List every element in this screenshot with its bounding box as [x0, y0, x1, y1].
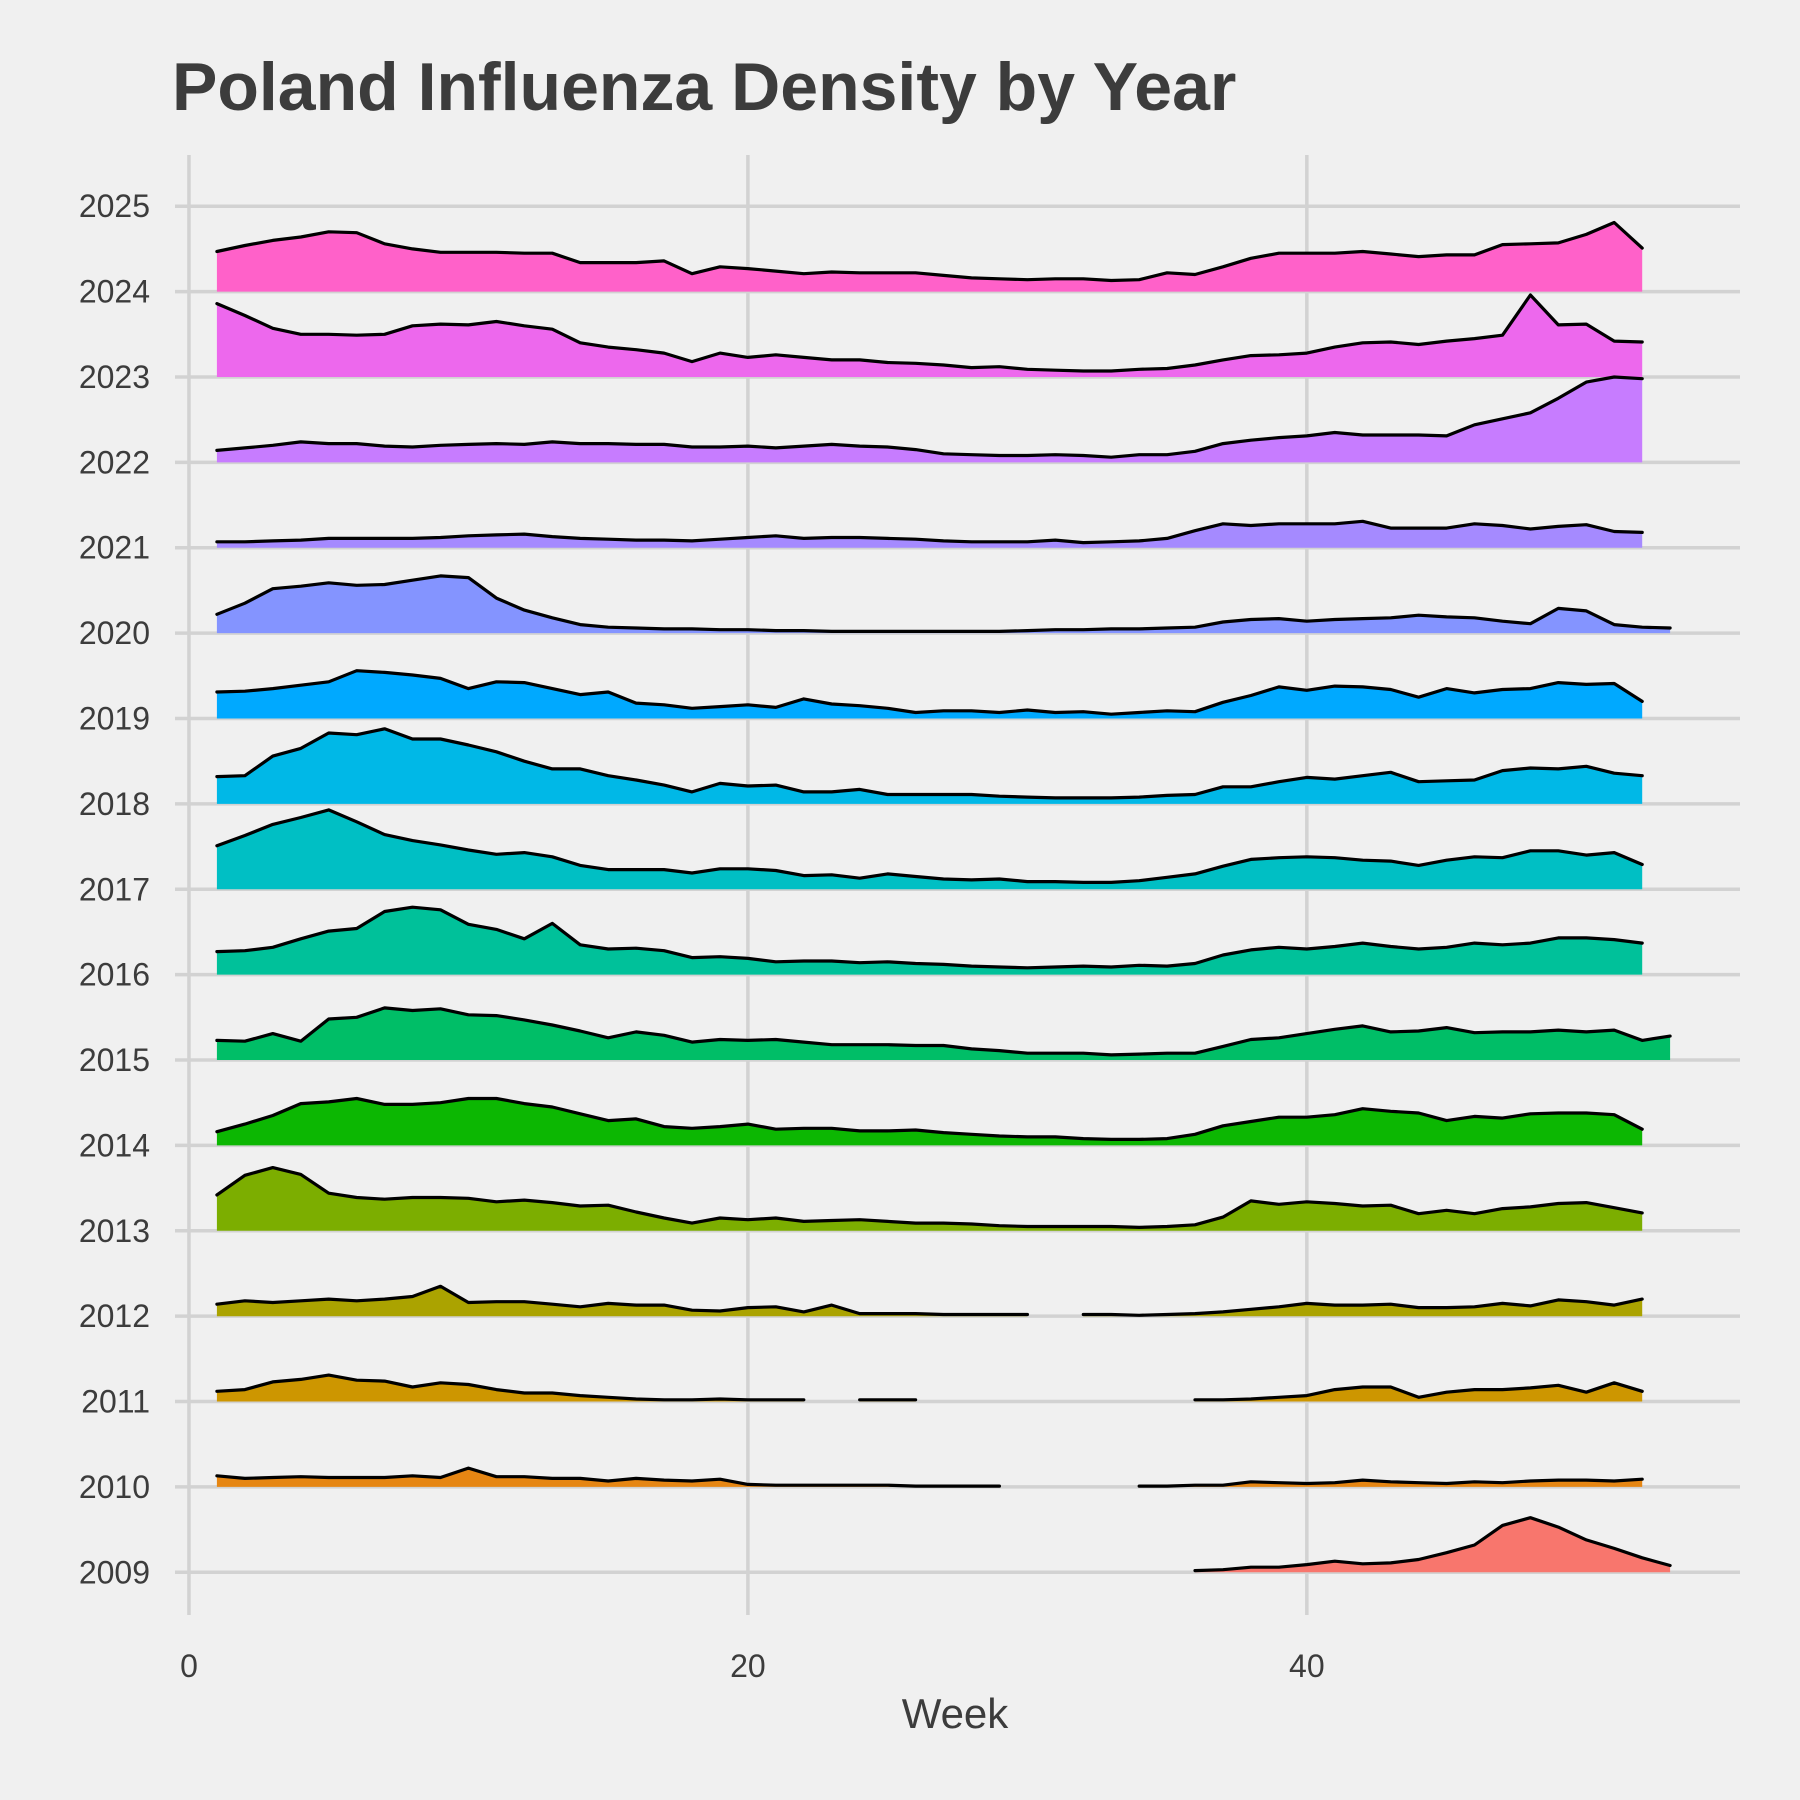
y-tick-label-2009: 2009 [79, 1554, 150, 1590]
ridge-area-2018-0 [216, 728, 1643, 804]
ridge-line-2013-0 [215, 1166, 1644, 1229]
ridge-line-2011-2 [1193, 1381, 1644, 1402]
chart-title: Poland Influenza Density by Year [172, 49, 1236, 125]
ridge-line-2017-0 [215, 808, 1644, 884]
y-tick-label-2014: 2014 [79, 1127, 150, 1163]
ridge-2021 [215, 519, 1644, 548]
x-axis-title: Week [902, 1690, 1010, 1737]
ridge-2013 [215, 1166, 1644, 1231]
y-tick-label-2011: 2011 [81, 1384, 150, 1420]
ridge-2017 [215, 808, 1644, 890]
x-tick-label-40: 40 [1289, 1648, 1325, 1684]
ridge-line-2009-0 [1193, 1516, 1672, 1573]
ridge-area-2022-0 [216, 377, 1643, 463]
ridge-line-2021-0 [215, 519, 1644, 545]
ridge-area-2021-0 [216, 521, 1643, 548]
ridge-2015 [215, 1006, 1672, 1060]
ridge-2011 [215, 1373, 1644, 1402]
ridge-2023 [215, 293, 1644, 377]
y-tick-label-2012: 2012 [79, 1298, 150, 1334]
x-tick-label-20: 20 [730, 1648, 766, 1684]
ridge-line-2022-0 [215, 375, 1644, 459]
ridge-2009 [1193, 1516, 1672, 1573]
ridge-2024 [215, 220, 1644, 292]
y-tick-label-2010: 2010 [79, 1469, 150, 1505]
ridge-line-2016-0 [215, 905, 1644, 970]
y-tick-label-2024: 2024 [79, 274, 150, 310]
ridge-2022 [215, 375, 1644, 463]
y-tick-label-2023: 2023 [79, 359, 150, 395]
ridge-line-2014-0 [215, 1096, 1644, 1141]
y-tick-label-2020: 2020 [79, 615, 150, 651]
ridge-line-2010-0 [215, 1466, 1001, 1488]
y-tick-label-2017: 2017 [79, 871, 150, 907]
ridge-line-2011-0 [215, 1373, 806, 1402]
ridge-2018 [215, 727, 1644, 804]
ridge-area-2024-0 [216, 222, 1643, 292]
ridge-area-2009-0 [1195, 1517, 1671, 1573]
ridge-line-2012-1 [1081, 1297, 1644, 1317]
ridge-area-2010-0 [216, 1468, 1000, 1487]
y-tick-label-2015: 2015 [79, 1042, 150, 1078]
x-axis-ticks: 0 20 40 [180, 1648, 1325, 1684]
y-tick-label-2018: 2018 [79, 786, 150, 822]
y-tick-label-2021: 2021 [79, 530, 150, 566]
x-tick-label-0: 0 [180, 1648, 198, 1684]
ridge-line-2023-0 [215, 293, 1644, 373]
ridge-2012 [215, 1284, 1644, 1317]
ridge-area-2019-0 [216, 670, 1643, 719]
ridge-area-2014-0 [216, 1098, 1643, 1146]
y-tick-label-2022: 2022 [79, 444, 150, 480]
ridge-area-2017-0 [216, 809, 1643, 890]
y-tick-label-2016: 2016 [79, 957, 150, 993]
ridge-area-2015-0 [216, 1007, 1671, 1060]
ridge-line-2018-0 [215, 727, 1644, 800]
ridge-line-2015-0 [215, 1006, 1672, 1057]
ridge-line-2010-1 [1137, 1477, 1644, 1488]
y-tick-label-2019: 2019 [79, 701, 150, 737]
ridge-2010 [215, 1466, 1644, 1488]
ridge-2014 [215, 1096, 1644, 1146]
ridge-line-2019-0 [215, 669, 1644, 716]
ridge-2020 [215, 574, 1672, 634]
ridge-area-2013-0 [216, 1167, 1643, 1231]
ridge-area-2023-0 [216, 295, 1643, 377]
y-tick-label-2013: 2013 [79, 1213, 150, 1249]
ridge-line-2020-0 [215, 574, 1672, 633]
ridge-2019 [215, 669, 1644, 719]
ridge-line-2012-0 [215, 1284, 1029, 1317]
ridge-2016 [215, 905, 1644, 975]
y-axis-ticks: 2009 2010 2011 2012 2013 2014 2015 2016 2017 2018… [79, 188, 150, 1590]
ridge-area-2020-0 [216, 575, 1671, 634]
ridge-line-2024-0 [215, 220, 1644, 283]
y-tick-label-2025: 2025 [79, 188, 150, 224]
ridge-area-2016-0 [216, 907, 1643, 975]
ridge-area-2012-0 [216, 1286, 1028, 1317]
ridges-layer [215, 220, 1672, 1573]
